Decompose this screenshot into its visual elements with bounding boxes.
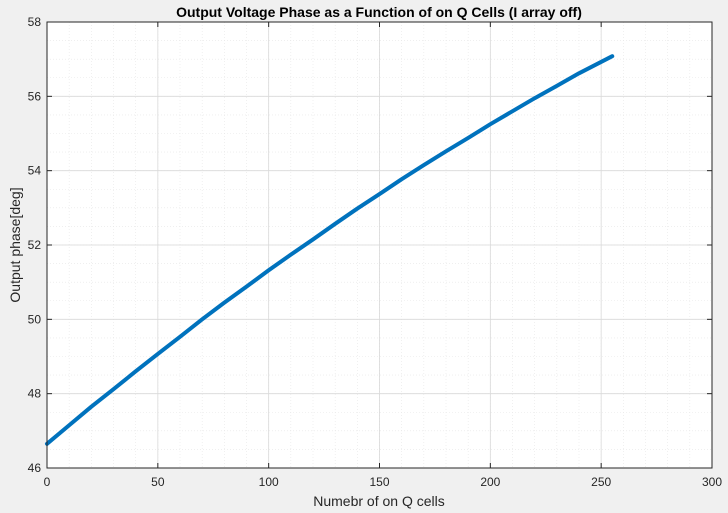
x-tick-label: 0	[44, 475, 51, 489]
x-axis-label: Numebr of on Q cells	[313, 493, 445, 509]
x-tick-label: 150	[369, 475, 389, 489]
y-axis-label: Output phase[deg]	[7, 187, 23, 302]
chart-title: Output Voltage Phase as a Function of on…	[176, 4, 582, 20]
x-tick-label: 300	[702, 475, 722, 489]
x-tick-label: 200	[480, 475, 500, 489]
y-tick-label: 50	[28, 312, 42, 326]
x-tick-label: 100	[259, 475, 279, 489]
y-tick-label: 48	[28, 387, 42, 401]
y-tick-label: 58	[28, 15, 42, 29]
tick-marks	[46, 21, 713, 469]
y-tick-label: 46	[28, 461, 42, 475]
series-line	[45, 54, 615, 446]
y-tick-label: 56	[28, 89, 42, 103]
y-tick-labels: 46 48 50 52 54 56 58	[28, 15, 42, 475]
x-tick-label: 250	[591, 475, 611, 489]
x-tick-labels: 0 50 100 150 200 250 300	[44, 475, 723, 489]
y-tick-label: 52	[28, 238, 42, 252]
y-tick-label: 54	[28, 164, 42, 178]
x-tick-label: 50	[151, 475, 165, 489]
